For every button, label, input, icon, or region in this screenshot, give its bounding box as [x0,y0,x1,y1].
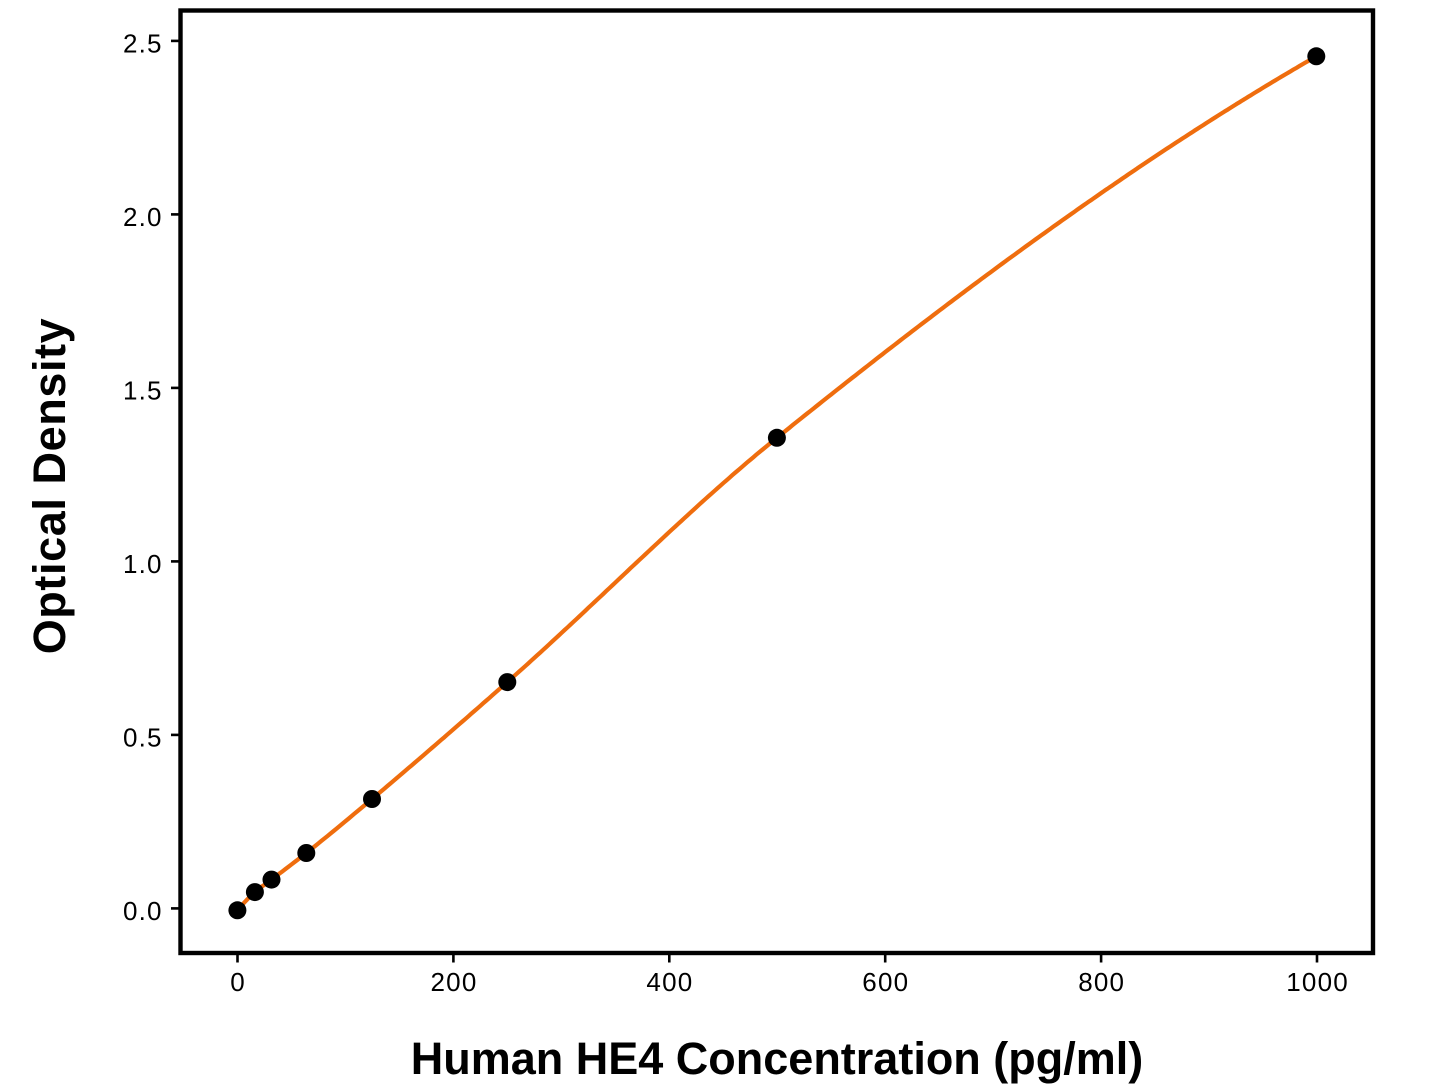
svg-text:2.0: 2.0 [123,202,163,232]
svg-text:800: 800 [1078,967,1125,997]
svg-text:0: 0 [230,967,246,997]
svg-text:2.5: 2.5 [123,28,163,58]
svg-text:1.0: 1.0 [123,549,163,579]
svg-text:0.5: 0.5 [123,722,163,752]
svg-text:200: 200 [431,967,478,997]
svg-text:1000: 1000 [1286,967,1349,997]
svg-text:600: 600 [862,967,909,997]
svg-text:0.0: 0.0 [123,896,163,926]
svg-text:400: 400 [646,967,693,997]
svg-text:1.5: 1.5 [123,375,163,405]
svg-text:Optical Density: Optical Density [24,318,75,655]
svg-text:Human HE4 Concentration (pg/ml: Human HE4 Concentration (pg/ml) [411,1033,1144,1084]
